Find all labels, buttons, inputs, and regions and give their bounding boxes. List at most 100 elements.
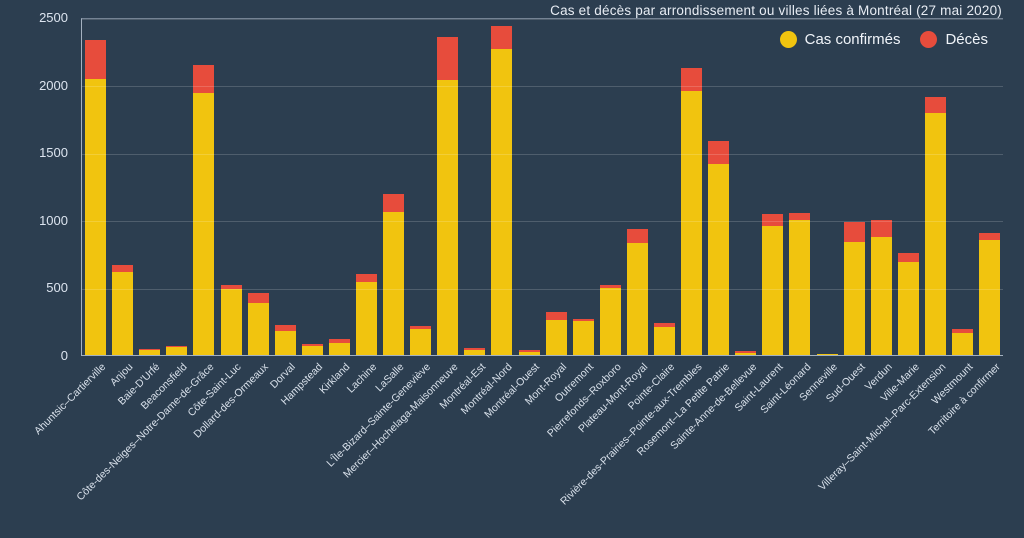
deaths-bar-segment	[843, 221, 865, 243]
cases-bar-segment	[599, 288, 621, 355]
bar-group	[597, 285, 624, 355]
bar-group	[732, 350, 759, 355]
deaths-bar-segment	[139, 348, 161, 350]
bar-group	[488, 25, 515, 355]
bar-group	[949, 329, 976, 355]
bar-group	[326, 339, 353, 355]
cases-bar-segment	[626, 242, 648, 355]
gridline	[82, 153, 1003, 155]
cases-bar-segment	[328, 342, 350, 355]
cases-bar-segment	[437, 79, 459, 355]
cases-bar-segment	[410, 329, 432, 355]
bar-group	[407, 325, 434, 355]
deaths-legend-dot-icon	[920, 31, 938, 48]
cases-bar-segment	[464, 349, 486, 355]
bar-group	[651, 323, 678, 355]
deaths-bar-segment	[355, 273, 377, 282]
cases-bar-segment	[139, 349, 161, 355]
bar-group	[570, 318, 597, 355]
bar-group	[109, 265, 136, 355]
bar-group	[976, 232, 1003, 355]
bar-group	[868, 220, 895, 355]
bar-group	[272, 325, 299, 355]
legend-item-label: Décès	[945, 31, 988, 48]
deaths-bar-segment	[924, 97, 946, 113]
cases-bar-segment	[383, 212, 405, 355]
deaths-bar-segment	[274, 325, 296, 332]
cases-bar-segment	[166, 346, 188, 355]
bar-group	[624, 229, 651, 355]
deaths-bar-segment	[301, 344, 323, 346]
bar-group	[353, 273, 380, 355]
bar-group	[190, 65, 217, 355]
bar-group	[543, 312, 570, 355]
deaths-bar-segment	[572, 318, 594, 321]
cases-bar-segment	[301, 345, 323, 355]
deaths-bar-segment	[112, 265, 134, 272]
deaths-bar-segment	[654, 323, 676, 327]
bar-group	[814, 354, 841, 355]
deaths-bar-segment	[735, 350, 757, 353]
bar-group	[245, 292, 272, 355]
y-tick-label: 1000	[39, 212, 68, 228]
cases-bar-segment	[545, 319, 567, 355]
plot-area	[81, 18, 1003, 356]
y-tick-label: 0	[60, 348, 68, 363]
deaths-bar-segment	[545, 312, 567, 320]
deaths-bar-segment	[979, 232, 1001, 241]
bar-group	[786, 213, 813, 355]
cases-bar-segment	[491, 48, 513, 355]
deaths-bar-segment	[85, 40, 107, 80]
cases-bar-segment	[789, 220, 811, 355]
deaths-bar-segment	[897, 252, 919, 262]
deaths-bar-segment	[383, 194, 405, 213]
bar-group	[841, 221, 868, 355]
cases-bar-segment	[816, 354, 838, 355]
gridline	[82, 288, 1003, 290]
bar-group	[380, 194, 407, 355]
bar-group	[82, 40, 109, 355]
bar-group	[922, 97, 949, 355]
chart-title: Cas et décès par arrondissement ou ville…	[550, 3, 1002, 18]
cases-bar-segment	[843, 242, 865, 355]
cases-bar-segment	[952, 333, 974, 355]
cases-bar-segment	[762, 225, 784, 355]
cases-bar-segment	[85, 79, 107, 355]
cases-bar-segment	[112, 271, 134, 355]
deaths-bar-segment	[681, 68, 703, 92]
legend-item-cases[interactable]: Cas confirmés	[779, 31, 901, 48]
cases-bar-segment	[220, 289, 242, 355]
deaths-bar-segment	[789, 213, 811, 221]
legend: Cas confirmés Décès	[779, 31, 988, 48]
cases-legend-dot-icon	[779, 31, 797, 48]
bar-group	[895, 252, 922, 355]
deaths-bar-segment	[193, 65, 215, 94]
legend-item-deaths[interactable]: Décès	[920, 31, 988, 48]
cases-bar-segment	[681, 91, 703, 355]
bar-group	[461, 347, 488, 355]
bars-container	[82, 19, 1003, 355]
bar-group	[299, 344, 326, 355]
legend-item-label: Cas confirmés	[804, 31, 901, 48]
deaths-bar-segment	[599, 285, 621, 289]
cases-bar-segment	[247, 302, 269, 355]
cases-bar-segment	[355, 282, 377, 355]
cases-bar-segment	[708, 164, 730, 355]
bar-group	[434, 37, 461, 355]
x-tick-label: Ahuntsic–Cartierville	[31, 361, 109, 438]
bar-group	[705, 141, 732, 355]
y-tick-label: 1500	[39, 145, 68, 161]
cases-bar-segment	[979, 240, 1001, 355]
y-tick-label: 500	[46, 280, 68, 296]
deaths-bar-segment	[166, 345, 188, 347]
cases-bar-segment	[518, 351, 540, 355]
cases-bar-segment	[735, 352, 757, 355]
deaths-bar-segment	[247, 292, 269, 303]
deaths-bar-segment	[437, 37, 459, 80]
bar-group	[136, 348, 163, 355]
bar-group	[217, 285, 244, 355]
gridline	[82, 221, 1003, 223]
cases-bar-segment	[193, 93, 215, 355]
deaths-bar-segment	[626, 229, 648, 243]
